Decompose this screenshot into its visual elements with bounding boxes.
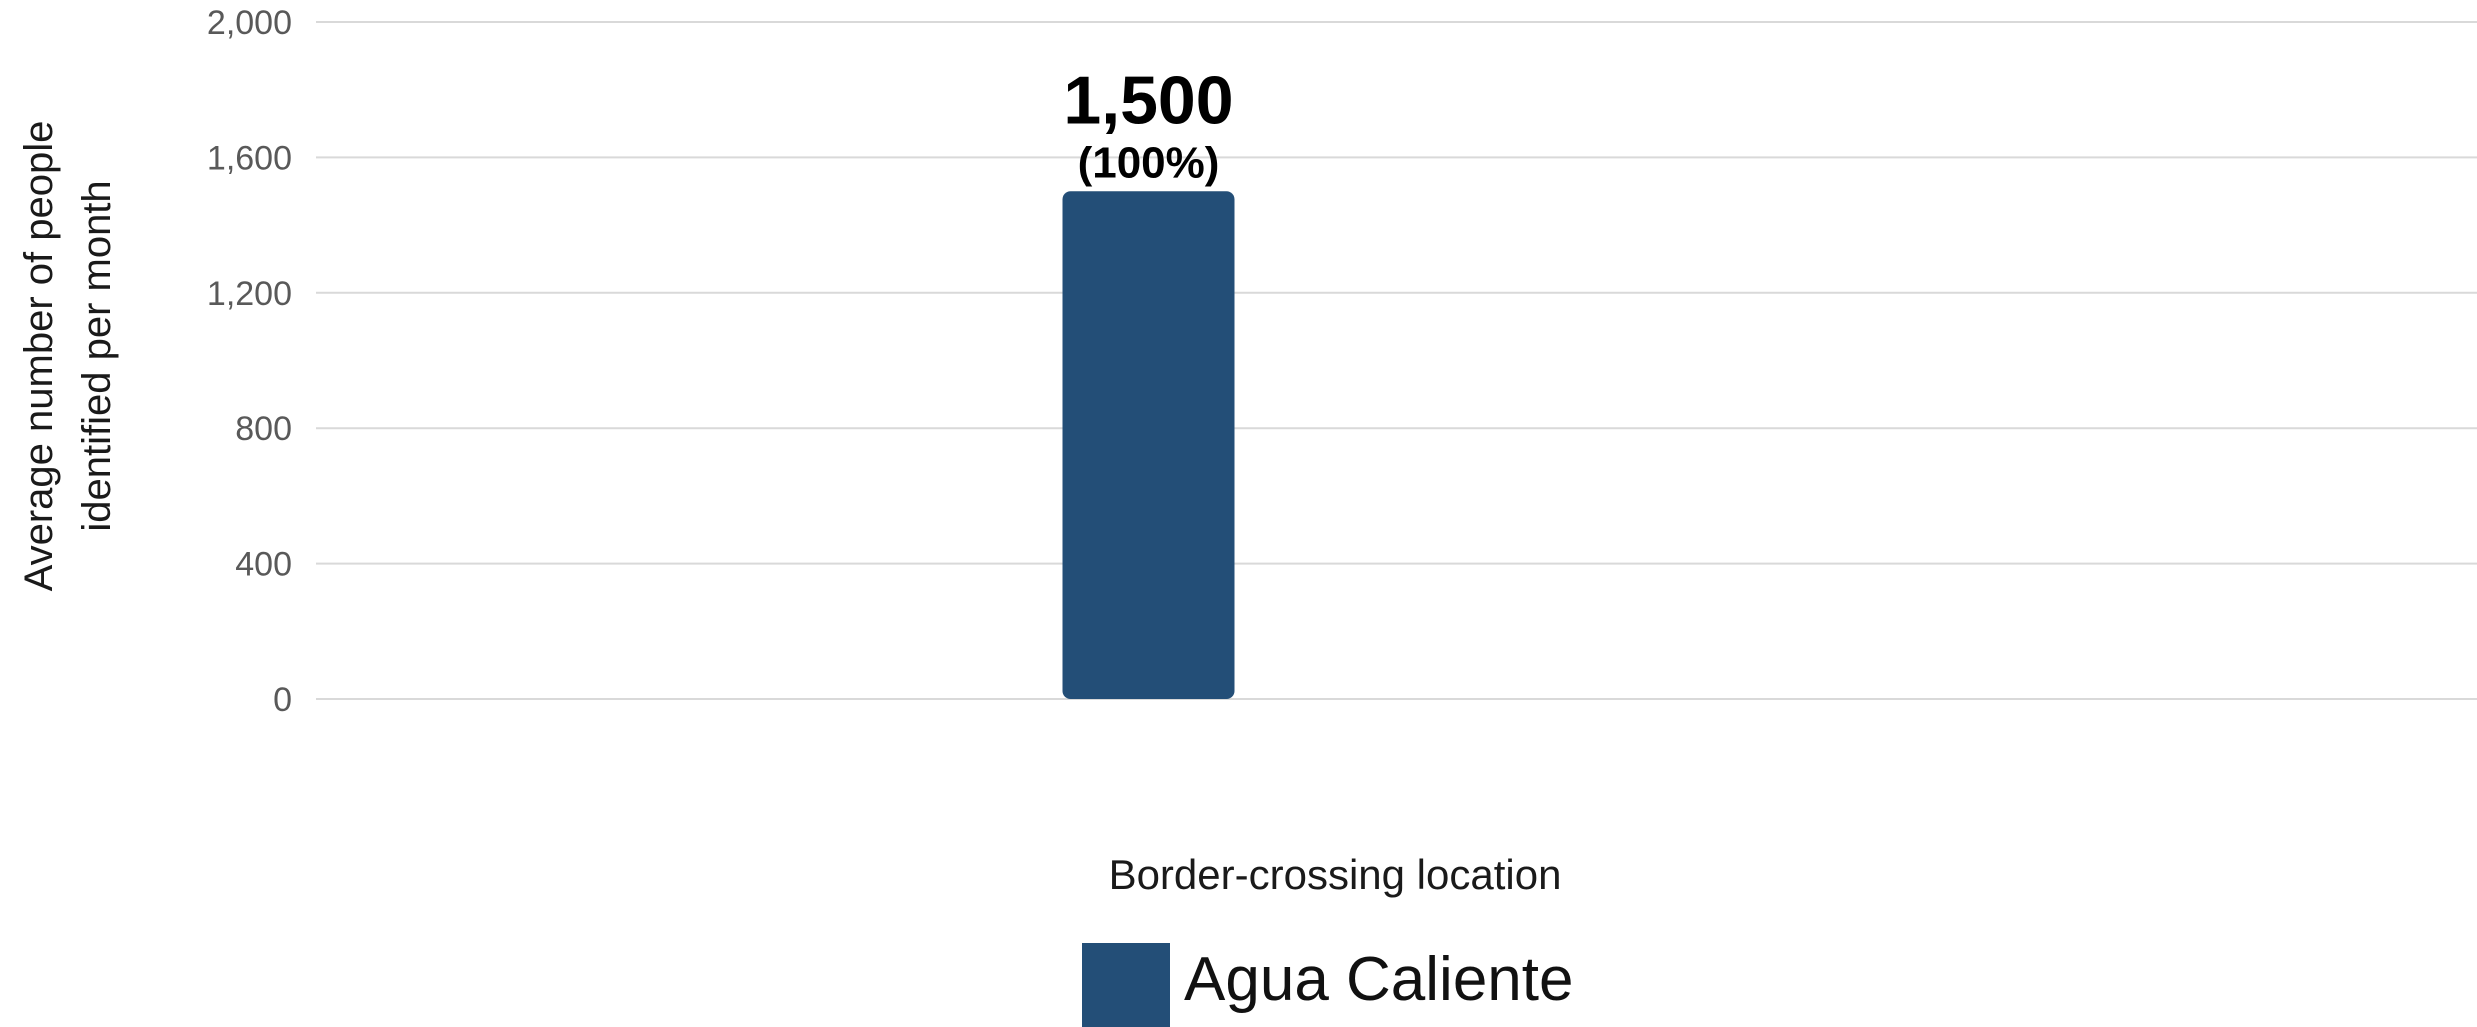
bar-value-label: 1,500 <box>1063 62 1233 138</box>
y-tick-label: 0 <box>273 681 292 719</box>
y-axis-title-line-1: Average number of people <box>17 121 61 592</box>
legend: Agua Caliente <box>1082 943 1574 1027</box>
legend-swatch <box>1082 943 1170 1027</box>
bar <box>1062 191 1235 699</box>
y-tick-label: 1,200 <box>207 275 292 313</box>
y-axis-ticks: 0 400 800 1,200 1,600 2,000 <box>207 4 292 719</box>
y-tick-label: 400 <box>235 546 292 584</box>
data-labels: 1,500(100%) <box>1063 62 1233 187</box>
gridlines <box>316 21 2477 700</box>
x-axis-title: Border-crossing location <box>1109 851 1562 898</box>
bars <box>1062 191 1235 699</box>
y-tick-label: 1,600 <box>207 139 292 177</box>
y-axis-title-line-2: identified per month <box>75 180 119 531</box>
bar-percent-label: (100%) <box>1078 138 1220 187</box>
y-tick-label: 2,000 <box>207 4 292 42</box>
y-tick-label: 800 <box>235 410 292 448</box>
legend-label: Agua Caliente <box>1184 945 1574 1014</box>
